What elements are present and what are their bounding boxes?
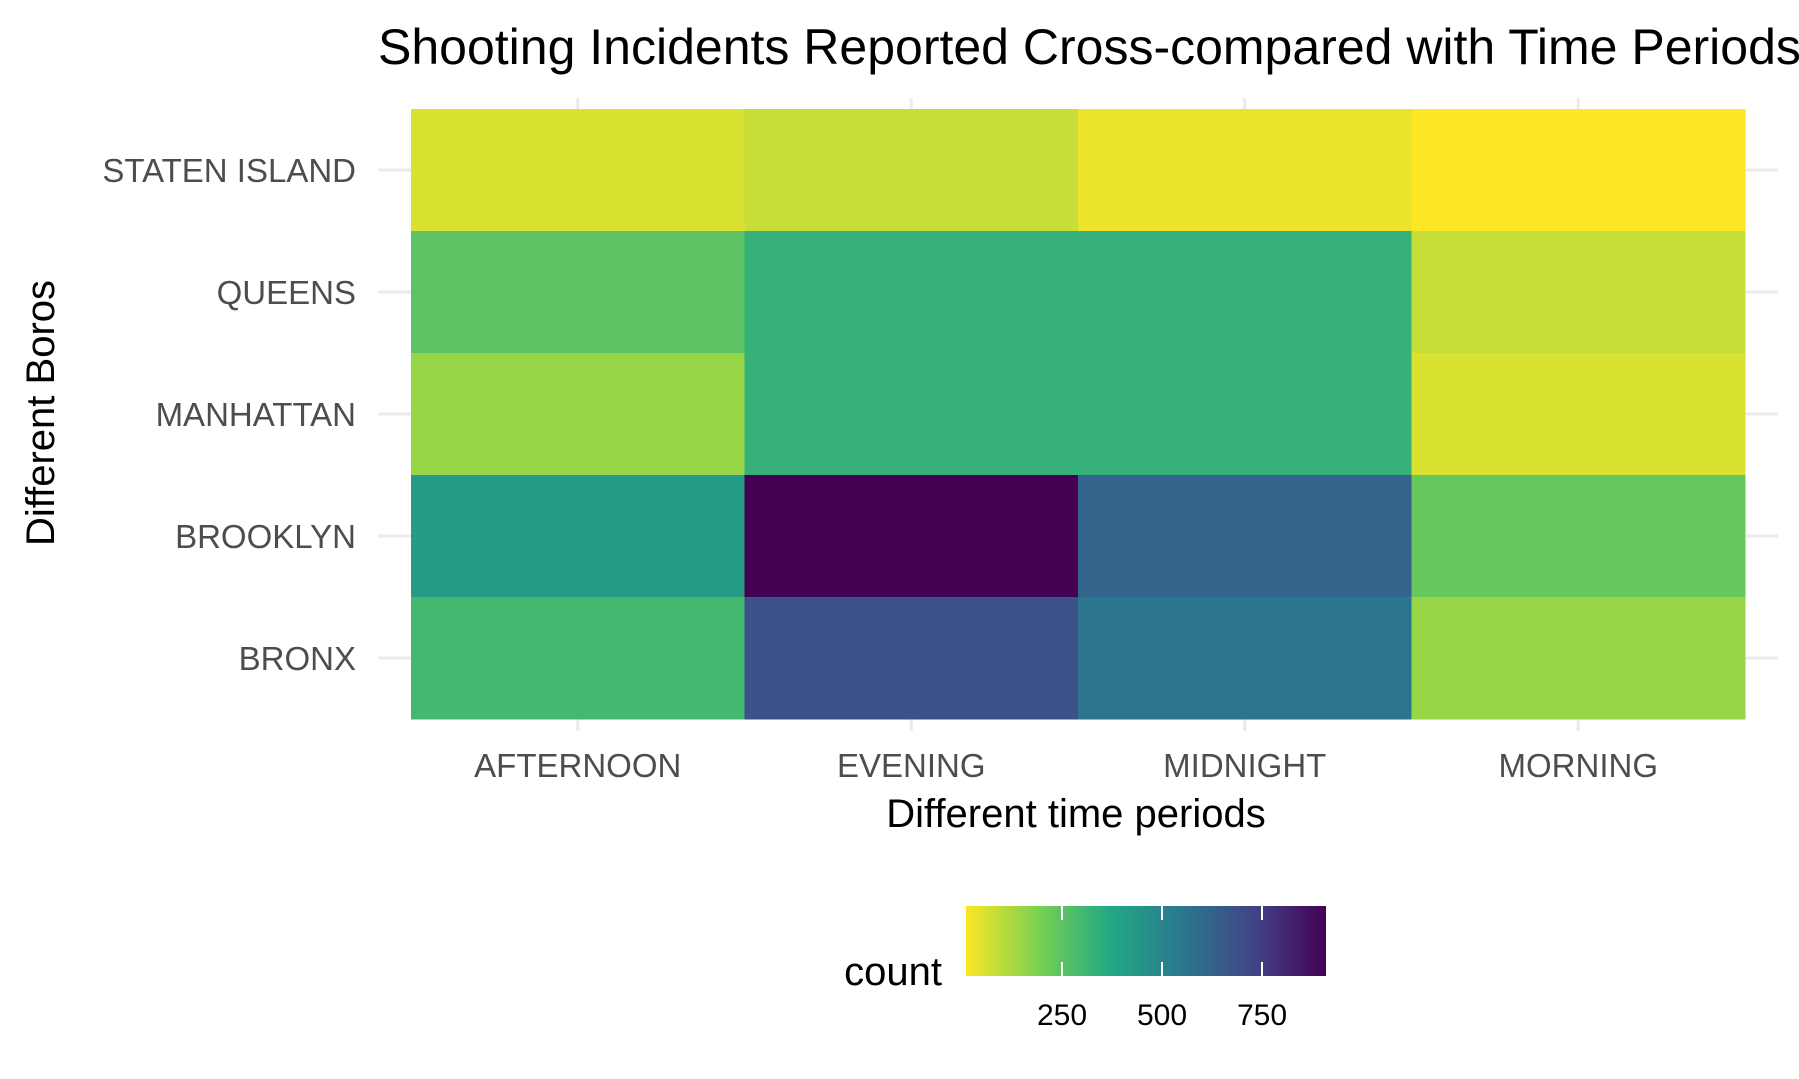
legend-title: count xyxy=(844,950,942,994)
x-tick-label: MORNING xyxy=(1499,747,1659,784)
heatmap-cell xyxy=(744,109,1079,232)
legend-tick-label: 750 xyxy=(1237,999,1287,1032)
legend-tick-label: 500 xyxy=(1137,999,1187,1032)
y-axis-title: Different Boros xyxy=(19,280,63,546)
heatmap-cell xyxy=(744,475,1079,598)
y-tick-label: QUEENS xyxy=(217,274,356,311)
heatmap-cell xyxy=(744,353,1079,476)
heatmap-cell xyxy=(411,597,745,720)
y-axis-ticks: STATEN ISLAND QUEENS MANHATTAN BROOKLYN BRON… xyxy=(102,152,356,677)
chart-title: Shooting Incidents Reported Cross-compar… xyxy=(378,19,1799,75)
legend-ticks: 250 500 750 xyxy=(1037,906,1287,1032)
x-axis-ticks: AFTERNOON EVENING MIDNIGHT MORNING xyxy=(474,747,1658,784)
heatmap-cell xyxy=(1078,231,1412,354)
legend-tick-label: 250 xyxy=(1037,999,1087,1032)
legend-colorbar xyxy=(966,906,1326,976)
y-tick-label: BROOKLYN xyxy=(175,518,356,555)
heatmap-cell xyxy=(1078,353,1412,476)
color-legend: count 250 500 750 xyxy=(844,906,1326,1032)
heatmap-cells xyxy=(411,109,1746,720)
heatmap-cell xyxy=(1411,475,1746,598)
heatmap-cell xyxy=(1411,597,1746,720)
y-tick-label: BRONX xyxy=(239,640,356,677)
x-tick-label: AFTERNOON xyxy=(474,747,681,784)
y-tick-label: STATEN ISLAND xyxy=(102,152,356,189)
heatmap-cell xyxy=(411,231,745,354)
heatmap-cell xyxy=(411,475,745,598)
heatmap-cell xyxy=(744,597,1079,720)
y-tick-label: MANHATTAN xyxy=(156,396,356,433)
heatmap-cell xyxy=(1411,109,1746,232)
heatmap-cell xyxy=(1078,475,1412,598)
heatmap-cell xyxy=(744,231,1079,354)
heatmap-cell xyxy=(1411,353,1746,476)
x-tick-label: EVENING xyxy=(837,747,986,784)
x-axis-title: Different time periods xyxy=(886,792,1265,836)
x-tick-label: MIDNIGHT xyxy=(1163,747,1326,784)
heatmap-cell xyxy=(411,109,745,232)
heatmap-cell xyxy=(1078,597,1412,720)
heatmap-cell xyxy=(1411,231,1746,354)
heatmap-cell xyxy=(1078,109,1412,232)
heatmap-cell xyxy=(411,353,745,476)
